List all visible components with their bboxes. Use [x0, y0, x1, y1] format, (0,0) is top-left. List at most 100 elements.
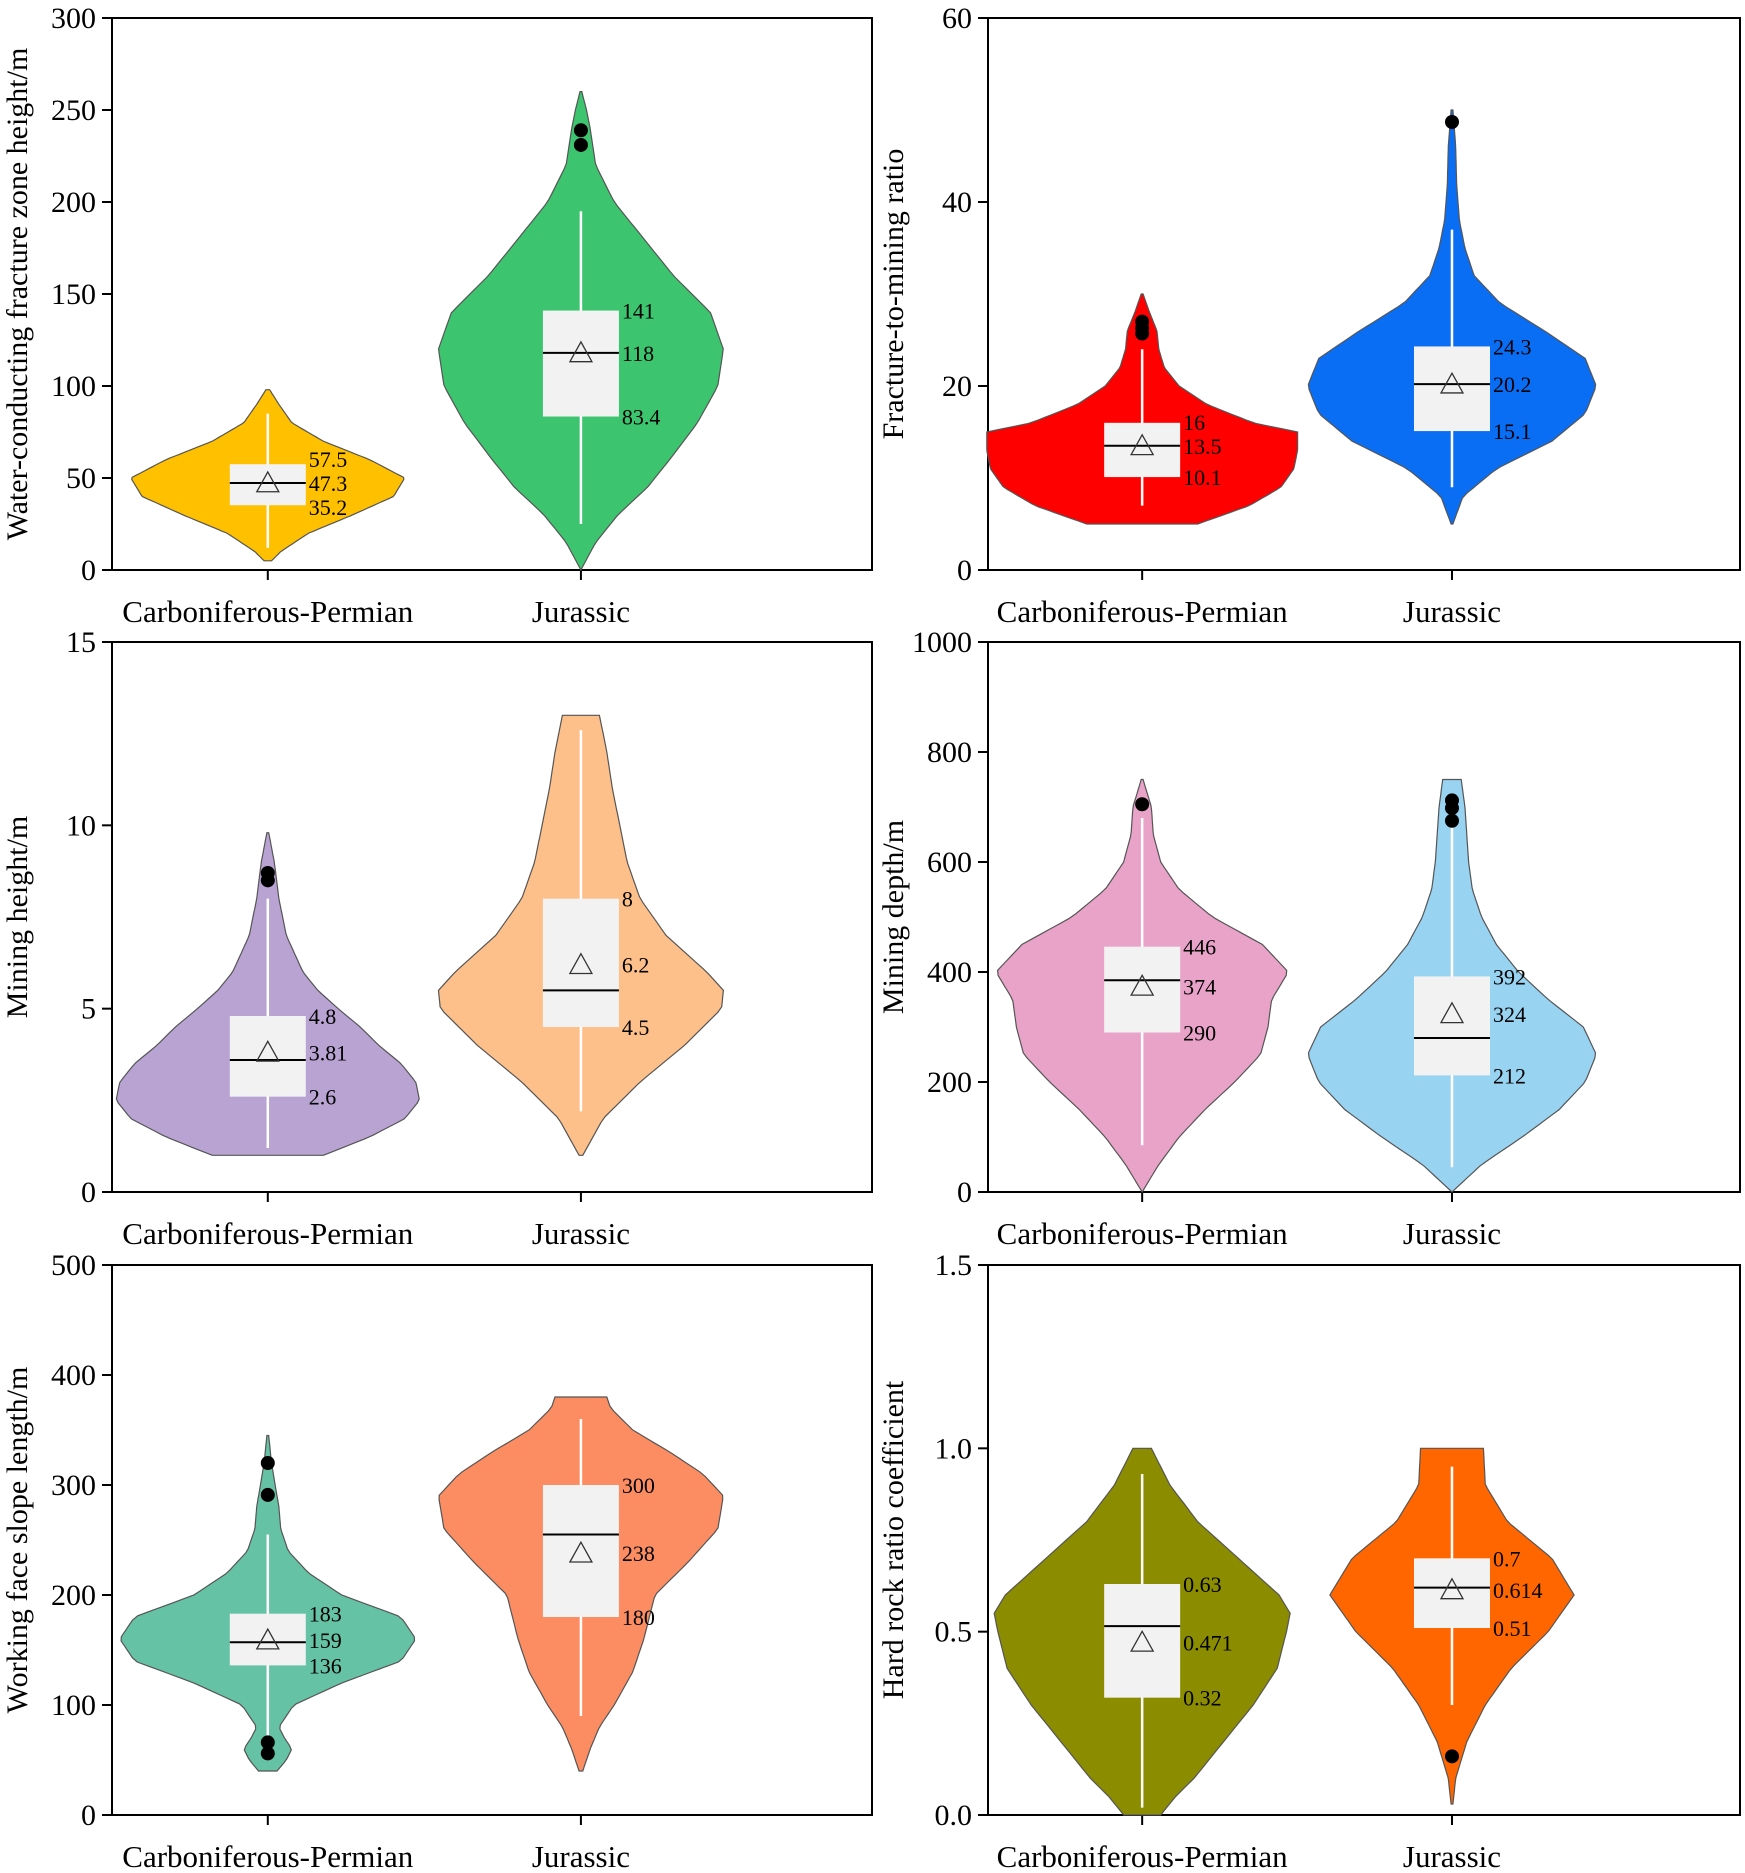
stat-label: 0.63 — [1183, 1572, 1222, 1597]
y-tick-label: 20 — [942, 370, 972, 403]
chart-panel-4: 0 200 400 600 800 1000 Mining depth/m Carbonife… — [877, 626, 1741, 1251]
y-tick-label: 400 — [51, 1359, 96, 1392]
stat-label: 324 — [1493, 1002, 1526, 1027]
iqr-box — [1104, 422, 1181, 478]
y-tick-label: 5 — [81, 993, 96, 1026]
chart-panel-3: 0 5 10 15 Mining height/m Carboniferous-Permi… — [1, 626, 873, 1251]
violin-group-2: 0.7 0.614 0.51 — [1329, 1447, 1575, 1805]
stat-label: 446 — [1183, 935, 1216, 960]
iqr-box — [542, 898, 619, 1027]
y-axis-title: Mining height/m — [1, 816, 34, 1019]
mean-marker — [1130, 973, 1155, 996]
stat-label: 57.5 — [309, 447, 348, 472]
y-tick-label: 200 — [51, 1579, 96, 1612]
stat-label: 16 — [1183, 410, 1205, 435]
plot-frame — [987, 17, 1741, 571]
y-axis-title: Mining depth/m — [877, 820, 910, 1014]
mean-marker — [568, 952, 594, 975]
outlier-point — [260, 1487, 275, 1502]
stat-label: 300 — [622, 1473, 655, 1498]
iqr-box — [542, 310, 619, 417]
outlier-point — [573, 123, 588, 138]
stat-label: 6.2 — [622, 953, 650, 978]
stat-label: 159 — [309, 1628, 342, 1653]
stat-label: 290 — [1183, 1021, 1216, 1046]
stat-label: 47.3 — [309, 471, 348, 496]
iqr-box — [1104, 946, 1181, 1033]
outlier-point — [260, 1456, 275, 1470]
iqr-box — [1413, 976, 1490, 1076]
y-tick-label: 0 — [81, 554, 96, 587]
mean-marker — [1439, 371, 1465, 394]
stat-label: 212 — [1493, 1063, 1526, 1088]
y-tick-label: 1000 — [912, 626, 972, 659]
outlier-point — [1444, 793, 1459, 808]
x-tick-label: Carboniferous-Permian — [122, 594, 413, 629]
outlier-point — [1135, 314, 1150, 329]
stat-label: 118 — [622, 341, 654, 366]
outlier-point — [1444, 813, 1459, 828]
stat-label: 0.32 — [1183, 1686, 1222, 1711]
y-tick-label: 400 — [927, 956, 972, 989]
x-tick-label: Jurassic — [532, 1839, 630, 1873]
iqr-box — [542, 1485, 619, 1617]
y-tick-label: 100 — [51, 370, 96, 403]
y-tick-label: 0.5 — [935, 1616, 973, 1649]
mean-marker — [255, 1627, 280, 1650]
chart-panel-6: 0.0 0.5 1.0 1.5 Hard rock ratio coefficient C… — [877, 1249, 1741, 1873]
y-tick-label: 600 — [927, 846, 972, 879]
y-tick-label: 1.5 — [935, 1249, 973, 1282]
stat-label: 3.81 — [309, 1040, 348, 1065]
x-tick-label: Carboniferous-Permian — [997, 1216, 1288, 1251]
stat-label: 136 — [309, 1653, 342, 1678]
iqr-box — [1413, 1558, 1490, 1628]
y-tick-label: 15 — [66, 626, 96, 659]
y-axis-title: Hard rock ratio coefficient — [877, 1380, 910, 1699]
outlier-point — [1444, 1749, 1459, 1764]
stat-label: 13.5 — [1183, 434, 1222, 459]
y-axis-title: Working face slope length/m — [1, 1367, 34, 1714]
outlier-point — [1444, 114, 1459, 129]
y-tick-label: 50 — [66, 462, 96, 495]
mean-marker — [568, 1540, 594, 1563]
plot-frame — [111, 1264, 873, 1816]
chart-panel-5: 0 100 200 300 400 500 Working face slope lengt… — [1, 1249, 873, 1873]
stat-label: 20.2 — [1493, 372, 1532, 397]
stat-label: 83.4 — [622, 405, 661, 430]
y-tick-label: 200 — [51, 186, 96, 219]
stat-label: 8 — [622, 887, 633, 912]
x-tick-label: Jurassic — [1403, 1216, 1501, 1251]
y-tick-label: 1.0 — [935, 1432, 973, 1465]
y-tick-label: 250 — [51, 94, 96, 127]
y-tick-label: 300 — [51, 2, 96, 35]
mean-marker — [1439, 1001, 1465, 1024]
outlier-point — [260, 866, 275, 880]
stat-label: 24.3 — [1493, 334, 1532, 359]
x-tick-label: Jurassic — [532, 1216, 630, 1251]
y-tick-label: 100 — [51, 1689, 96, 1722]
stat-label: 141 — [622, 299, 655, 324]
y-axis-title: Fracture-to-mining ratio — [877, 149, 910, 440]
y-tick-label: 0.0 — [935, 1799, 973, 1832]
mean-marker — [255, 470, 280, 493]
y-tick-label: 10 — [66, 809, 96, 842]
stat-label: 2.6 — [309, 1085, 337, 1110]
iqr-box — [229, 1016, 306, 1097]
mean-marker — [1130, 433, 1155, 456]
y-tick-label: 200 — [927, 1066, 972, 1099]
stat-label: 238 — [622, 1541, 655, 1566]
iqr-box — [229, 464, 306, 506]
y-tick-label: 0 — [81, 1176, 96, 1209]
mean-marker — [1130, 1629, 1155, 1652]
iqr-box — [1104, 1584, 1181, 1698]
x-tick-label: Jurassic — [532, 594, 630, 629]
violin-group-2: 141 118 83.4 — [437, 91, 724, 572]
violin-group-1: 57.547.335.2 — [131, 389, 405, 562]
plot-frame — [987, 641, 1741, 1193]
chart-panel-2: 0 20 40 60 Fracture-to-mining ratio Carbonife… — [877, 2, 1741, 629]
outlier-point — [260, 1746, 275, 1761]
x-tick-label: Jurassic — [1403, 594, 1501, 629]
x-tick-label: Jurassic — [1403, 1839, 1501, 1873]
